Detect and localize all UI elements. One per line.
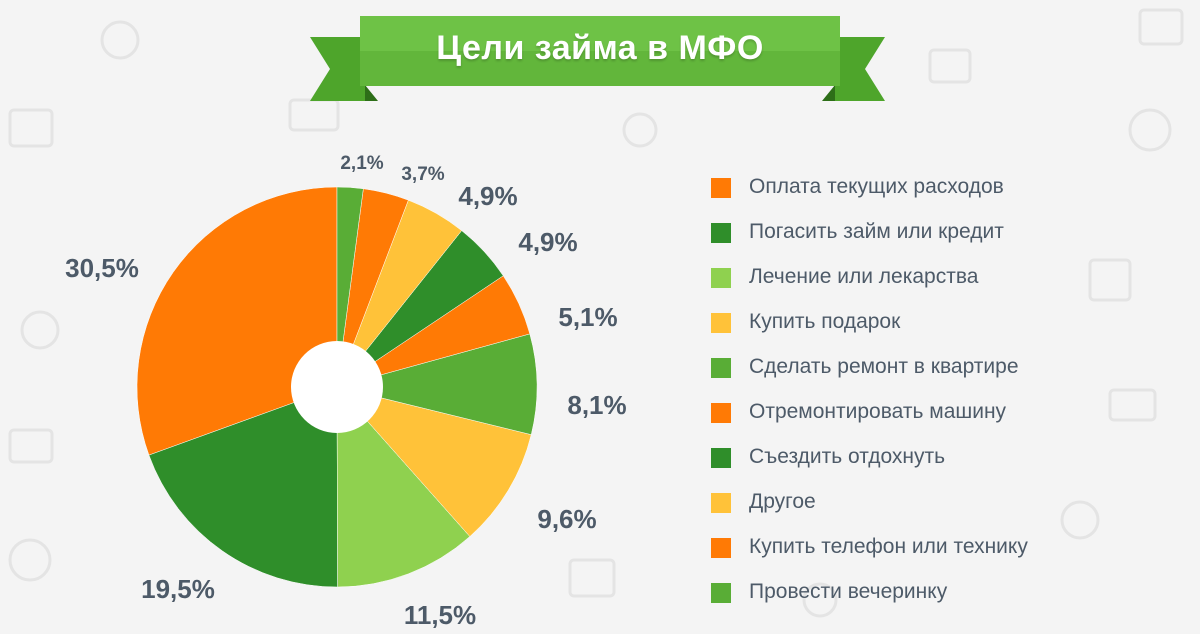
legend-label: Оплата текущих расходов xyxy=(749,175,1004,198)
legend-swatch xyxy=(711,313,731,333)
title-ribbon xyxy=(310,16,885,101)
legend-label: Сделать ремонт в квартире xyxy=(749,355,1019,378)
legend-label: Купить телефон или технику xyxy=(749,535,1028,558)
slice-percent-label: 2,1% xyxy=(340,153,383,174)
legend-swatch xyxy=(711,583,731,603)
legend-label: Провести вечеринку xyxy=(749,580,948,603)
slice-percent-label: 30,5% xyxy=(65,253,139,283)
legend-label: Погасить займ или кредит xyxy=(749,220,1004,243)
legend-label: Лечение или лекарства xyxy=(749,265,979,288)
legend-swatch xyxy=(711,493,731,513)
legend-swatch xyxy=(711,403,731,423)
pie-slice xyxy=(148,386,338,588)
legend-label: Другое xyxy=(749,490,816,513)
legend-label: Купить подарок xyxy=(749,310,901,333)
slice-percent-label: 4,9% xyxy=(518,227,577,257)
slice-percent-label: 19,5% xyxy=(141,574,215,604)
slice-percent-label: 8,1% xyxy=(567,390,626,420)
pie-slice xyxy=(336,386,532,537)
pie-slice xyxy=(136,186,338,456)
legend-label: Отремонтировать машину xyxy=(749,400,1007,423)
pie-slice xyxy=(336,186,364,388)
slice-percent-label: 9,6% xyxy=(537,504,596,534)
slice-percent-label: 3,7% xyxy=(401,164,444,185)
legend-swatch xyxy=(711,358,731,378)
legend-swatch xyxy=(711,223,731,243)
legend-label: Съездить отдохнуть xyxy=(749,445,946,468)
pie-slice xyxy=(336,333,538,435)
slice-percent-label: 4,9% xyxy=(458,181,517,211)
chart-title: Цели займа в МФО xyxy=(436,29,764,67)
slice-percent-label: 11,5% xyxy=(404,600,476,630)
legend-swatch xyxy=(711,538,731,558)
donut-hole xyxy=(291,341,383,433)
slice-percent-label: 5,1% xyxy=(558,302,617,332)
legend-swatch xyxy=(711,448,731,468)
legend-swatch xyxy=(711,268,731,288)
legend-swatch xyxy=(711,178,731,198)
pie-slice xyxy=(336,386,471,588)
